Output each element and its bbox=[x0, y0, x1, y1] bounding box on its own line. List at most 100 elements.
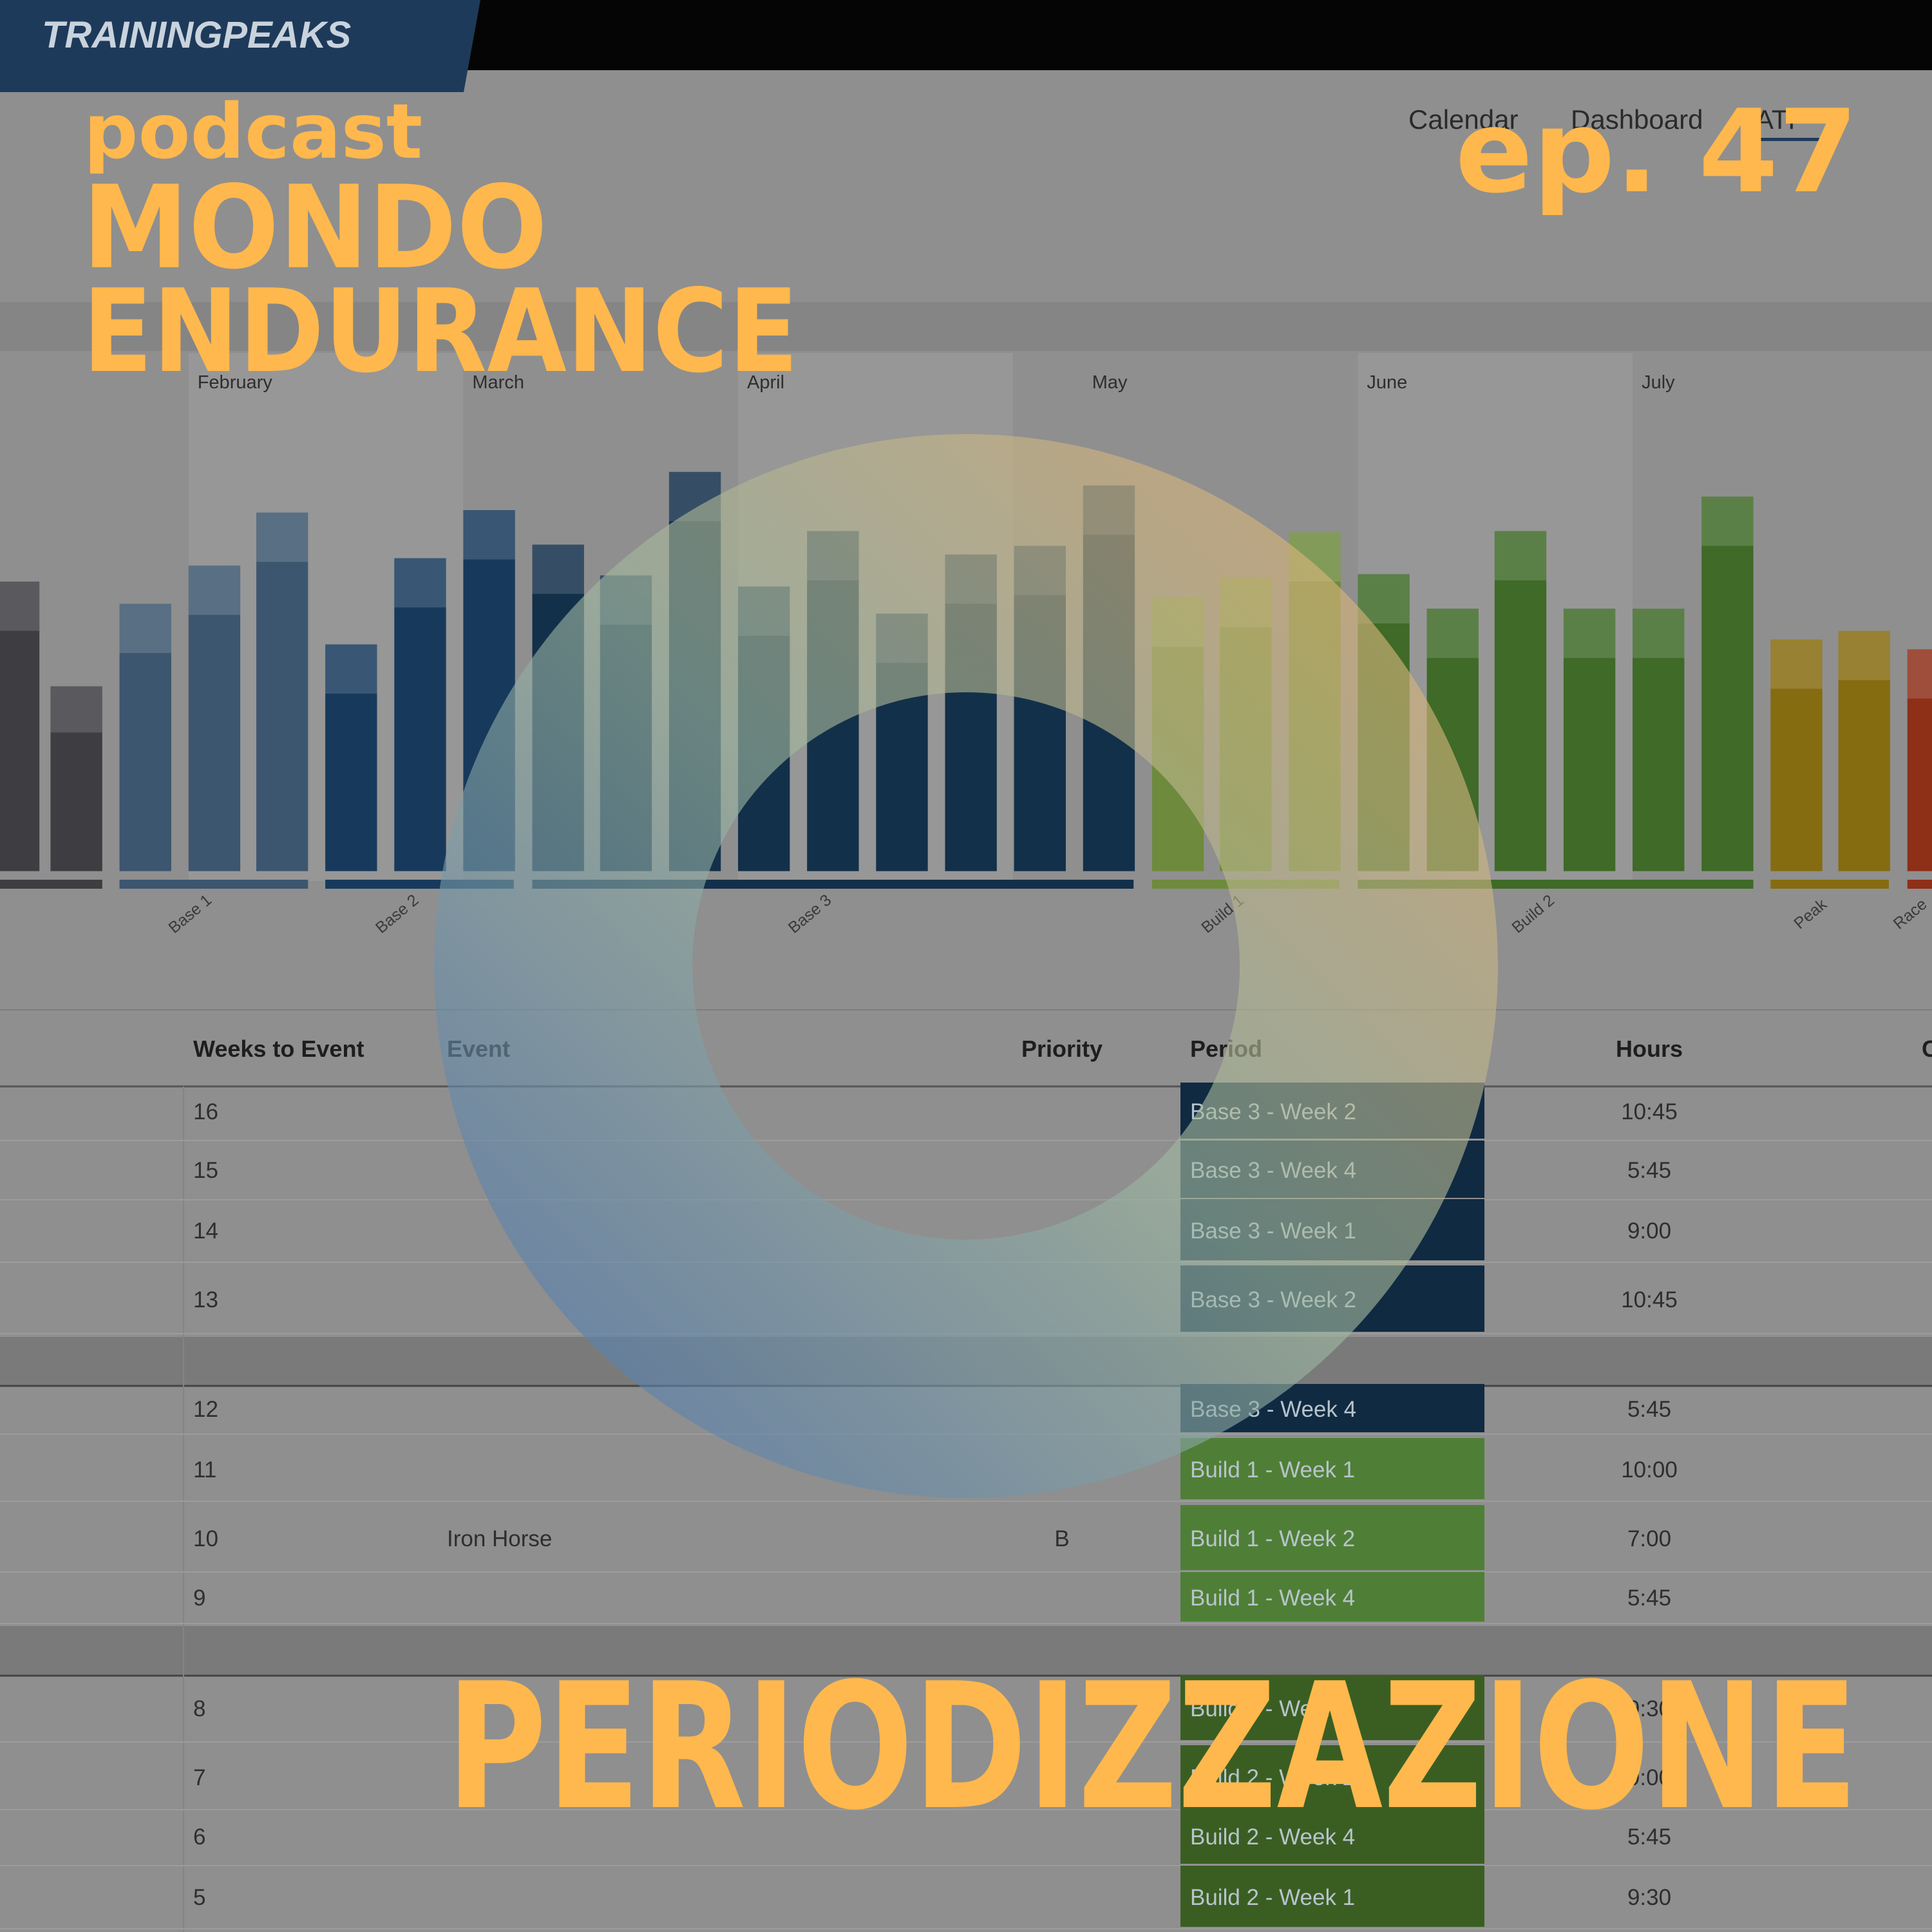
bar bbox=[1633, 609, 1685, 871]
period: Build 1 - Week 2 bbox=[1190, 1526, 1355, 1551]
topic: PERIODIZZAZIONE bbox=[446, 1645, 1858, 1848]
nav-link: Calendar bbox=[1408, 104, 1518, 135]
hours: 7:00 bbox=[1627, 1526, 1671, 1551]
bar-top bbox=[1563, 609, 1616, 658]
bar bbox=[0, 582, 40, 871]
bar bbox=[1770, 639, 1823, 871]
period-cell bbox=[1180, 1572, 1484, 1622]
period: Build 2 - Week 2 bbox=[1190, 1765, 1355, 1790]
bar-top bbox=[256, 512, 308, 562]
hours: 10:00 bbox=[1621, 1457, 1678, 1482]
table-header: Priority bbox=[1021, 1036, 1103, 1062]
weeks: 13 bbox=[193, 1287, 218, 1312]
hours: 5:45 bbox=[1627, 1824, 1671, 1850]
bar-top bbox=[1494, 531, 1547, 581]
episode: ep. 47 bbox=[1455, 85, 1858, 218]
month-label: February bbox=[198, 372, 273, 393]
podcast-label: podcast bbox=[84, 87, 422, 176]
logo: TRAININGPEAKS bbox=[42, 14, 351, 56]
hours: 9:00 bbox=[1627, 1218, 1671, 1244]
priority: B bbox=[1054, 1526, 1069, 1551]
bar bbox=[256, 512, 308, 871]
hours: 5:45 bbox=[1627, 1586, 1671, 1611]
bar-top bbox=[532, 544, 584, 594]
logo-band bbox=[0, 0, 480, 92]
bar-top bbox=[50, 686, 102, 733]
weeks: 8 bbox=[193, 1696, 205, 1721]
weeks: 5 bbox=[193, 1885, 205, 1910]
month-label: March bbox=[472, 372, 524, 393]
month-label: April bbox=[747, 372, 784, 393]
nav-link: ATP bbox=[1756, 104, 1806, 135]
bar bbox=[50, 686, 102, 871]
hours: 10:45 bbox=[1621, 1099, 1678, 1124]
group-band bbox=[0, 1626, 1932, 1676]
bar-top bbox=[1701, 497, 1754, 546]
weeks: 15 bbox=[193, 1158, 218, 1183]
table-header: C bbox=[1922, 1036, 1932, 1062]
show-title: ENDURANCE bbox=[82, 265, 799, 398]
event: Iron Horse bbox=[447, 1526, 552, 1551]
period-cell bbox=[1180, 1505, 1484, 1570]
bar bbox=[1907, 649, 1932, 871]
bar-top bbox=[394, 558, 446, 608]
phase-strip bbox=[0, 880, 102, 889]
bar-top bbox=[463, 510, 515, 560]
phase-strip bbox=[1907, 880, 1932, 889]
bar-top bbox=[119, 603, 171, 654]
weeks: 12 bbox=[193, 1397, 218, 1422]
bar bbox=[119, 603, 171, 871]
ring bbox=[433, 434, 1498, 1498]
weeks: 10 bbox=[193, 1526, 218, 1551]
period-cell bbox=[1180, 1745, 1484, 1808]
bar-top bbox=[0, 582, 40, 631]
summary-band bbox=[0, 302, 1932, 351]
period-cell bbox=[1180, 1438, 1484, 1499]
bar bbox=[325, 644, 377, 871]
hours: 9:30 bbox=[1627, 1885, 1671, 1910]
bar bbox=[394, 558, 446, 871]
period-cell bbox=[1180, 1675, 1484, 1740]
bar-top bbox=[1358, 574, 1410, 624]
period: Build 1 - Week 4 bbox=[1190, 1586, 1355, 1611]
weeks: 7 bbox=[193, 1765, 205, 1790]
bar bbox=[1701, 497, 1754, 871]
phase-strip bbox=[1770, 880, 1889, 889]
month-label: July bbox=[1642, 372, 1675, 393]
hours: 9:00 bbox=[1627, 1765, 1671, 1790]
hours: 5:45 bbox=[1627, 1397, 1671, 1422]
bar-top bbox=[1426, 609, 1479, 658]
bar bbox=[1563, 609, 1616, 871]
period: Build 1 - Week 1 bbox=[1190, 1457, 1355, 1482]
bar bbox=[1494, 531, 1547, 871]
weeks: 9 bbox=[193, 1586, 205, 1611]
period: Build 2 - Week 1 bbox=[1190, 1696, 1355, 1721]
month-label: May bbox=[1092, 372, 1128, 393]
bar-top bbox=[188, 565, 241, 615]
bar-top bbox=[1770, 639, 1823, 689]
hours: 10:45 bbox=[1621, 1287, 1678, 1312]
bar-top bbox=[325, 644, 377, 694]
show-title: MONDO bbox=[82, 161, 547, 294]
weeks: 6 bbox=[193, 1824, 205, 1850]
phase-strip bbox=[119, 880, 308, 889]
nav-underline bbox=[1745, 138, 1823, 141]
bar bbox=[1838, 630, 1890, 871]
bar bbox=[188, 565, 241, 871]
bar-top bbox=[1633, 609, 1685, 658]
bar-top bbox=[1838, 630, 1890, 681]
month-label: June bbox=[1367, 372, 1407, 393]
period: Build 2 - Week 1 bbox=[1190, 1885, 1355, 1910]
bar-top bbox=[1907, 649, 1932, 699]
period-cell bbox=[1180, 1808, 1484, 1864]
period-cell bbox=[1180, 1866, 1484, 1927]
nav-link: Dashboard bbox=[1571, 104, 1703, 135]
weeks: 16 bbox=[193, 1099, 218, 1124]
hours: 9:30 bbox=[1627, 1696, 1671, 1721]
table-header: Weeks to Event bbox=[193, 1036, 364, 1062]
weeks: 14 bbox=[193, 1218, 218, 1244]
table-header: Hours bbox=[1616, 1036, 1683, 1062]
weeks: 11 bbox=[193, 1457, 216, 1482]
